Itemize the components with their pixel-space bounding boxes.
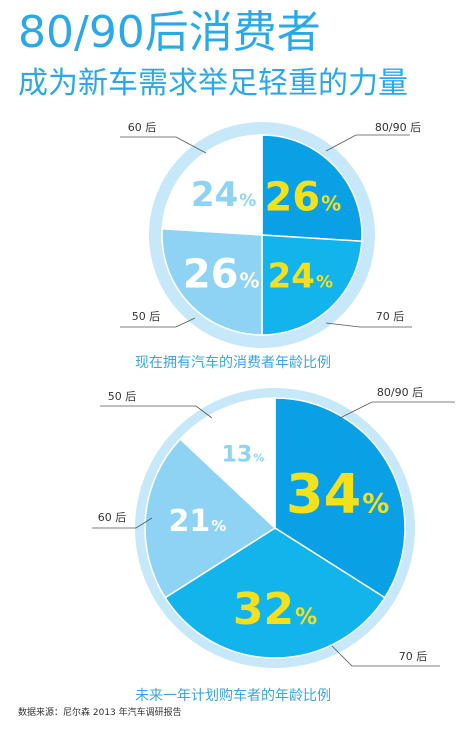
pie1-slice-2 [161, 227, 263, 336]
pie1-leader-2 [120, 317, 196, 328]
pie2-category-label-0: 80/90 后 [377, 386, 423, 399]
pie1-category-label-2: 50 后 [132, 310, 161, 323]
pie2-slice-3 [179, 397, 276, 530]
pie2-leader-2 [92, 517, 153, 529]
pie1-category-label-1: 70 后 [376, 310, 405, 323]
pie2-slice-1 [164, 527, 386, 659]
pie2-leader-0 [339, 401, 455, 419]
chart-1-caption: 现在拥有汽车的消费者年龄比例 [135, 355, 331, 371]
chart-2-caption: 未来一年计划购车者的年龄比例 [135, 688, 331, 704]
pie1-leader-3 [120, 136, 207, 154]
pie2-leader-3 [100, 405, 213, 419]
pie1-category-label-0: 80/90 后 [375, 121, 421, 134]
pie-chart-current-owners: 26%24%26%24%80/90 后70 后50 后60 后 [120, 121, 421, 348]
pie1-category-label-3: 60 后 [128, 121, 157, 134]
pie2-leader-1 [331, 645, 440, 667]
pie2-category-label-2: 60 后 [98, 511, 127, 524]
pie2-category-label-1: 70 后 [399, 650, 428, 663]
pie-chart-future-buyers: 34%32%21%13%80/90 后70 后60 后50 后 [92, 386, 455, 668]
data-source: 数据来源：尼尔森 2013 年汽车调研报告 [18, 708, 182, 718]
pie2-category-label-3: 50 后 [108, 390, 137, 403]
pie1-leader-0 [325, 134, 410, 152]
pie1-leader-1 [325, 322, 412, 328]
pie2-slice-2 [144, 437, 277, 599]
page-title: 80/90后消费者 [18, 7, 321, 58]
pie1-slice-0 [261, 134, 363, 243]
pie1-slice-3 [161, 134, 263, 236]
page-subtitle: 成为新车需求举足轻重的力量 [18, 66, 408, 101]
pie1-slice-1 [261, 234, 363, 336]
